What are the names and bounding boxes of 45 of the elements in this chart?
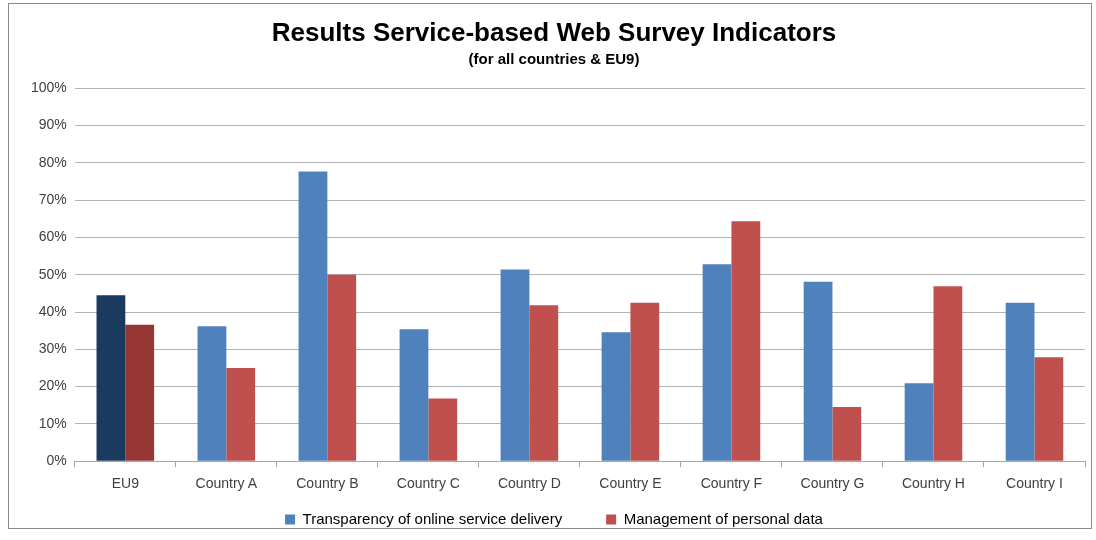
bar xyxy=(96,295,126,461)
y-tick-label: 90% xyxy=(38,116,67,133)
bar xyxy=(500,269,530,461)
x-tick-label: Country A xyxy=(195,475,258,492)
y-tick-label: 10% xyxy=(38,414,67,431)
y-tick-label: 40% xyxy=(38,302,67,319)
x-tick-label: Country H xyxy=(901,475,965,492)
y-tick-label: 50% xyxy=(38,265,67,282)
x-tick-label: Country G xyxy=(800,475,865,492)
y-tick-label: 70% xyxy=(38,190,67,207)
bar xyxy=(529,305,559,461)
x-tick-label: Country E xyxy=(599,475,662,492)
bar xyxy=(933,286,963,461)
legend-label: Transparency of online service delivery xyxy=(302,509,563,527)
y-tick-label: 60% xyxy=(38,228,67,245)
y-tick-label: 100% xyxy=(30,79,67,96)
x-tick-label: Country F xyxy=(700,475,763,492)
bar xyxy=(630,302,660,461)
bar xyxy=(125,324,155,461)
bar xyxy=(327,274,357,461)
x-tick-label: Country C xyxy=(396,475,460,492)
bar xyxy=(226,367,256,461)
bar xyxy=(731,221,761,461)
x-tick-label: Country B xyxy=(296,475,359,492)
bar xyxy=(601,332,631,461)
bar xyxy=(832,407,862,461)
bar xyxy=(1034,357,1064,461)
bar xyxy=(803,281,833,461)
bar xyxy=(428,398,458,461)
bar xyxy=(197,326,227,461)
bar xyxy=(702,264,732,461)
x-tick-label: EU9 xyxy=(111,475,140,492)
y-tick-label: 30% xyxy=(38,340,67,357)
bar xyxy=(1005,302,1035,461)
legend-label: Management of personal data xyxy=(623,509,824,527)
y-tick-label: 0% xyxy=(46,452,67,469)
y-tick-label: 20% xyxy=(38,377,67,394)
x-tick-label: Country I xyxy=(1006,475,1063,492)
chart-title: Results Service-based Web Survey Indicators xyxy=(271,16,837,47)
x-tick-label: Country D xyxy=(497,475,561,492)
y-tick-label: 80% xyxy=(38,153,67,170)
bar xyxy=(904,383,934,461)
bar xyxy=(399,329,429,461)
chart-subtitle: (for all countries & EU9) xyxy=(468,50,640,68)
bar xyxy=(298,171,328,461)
